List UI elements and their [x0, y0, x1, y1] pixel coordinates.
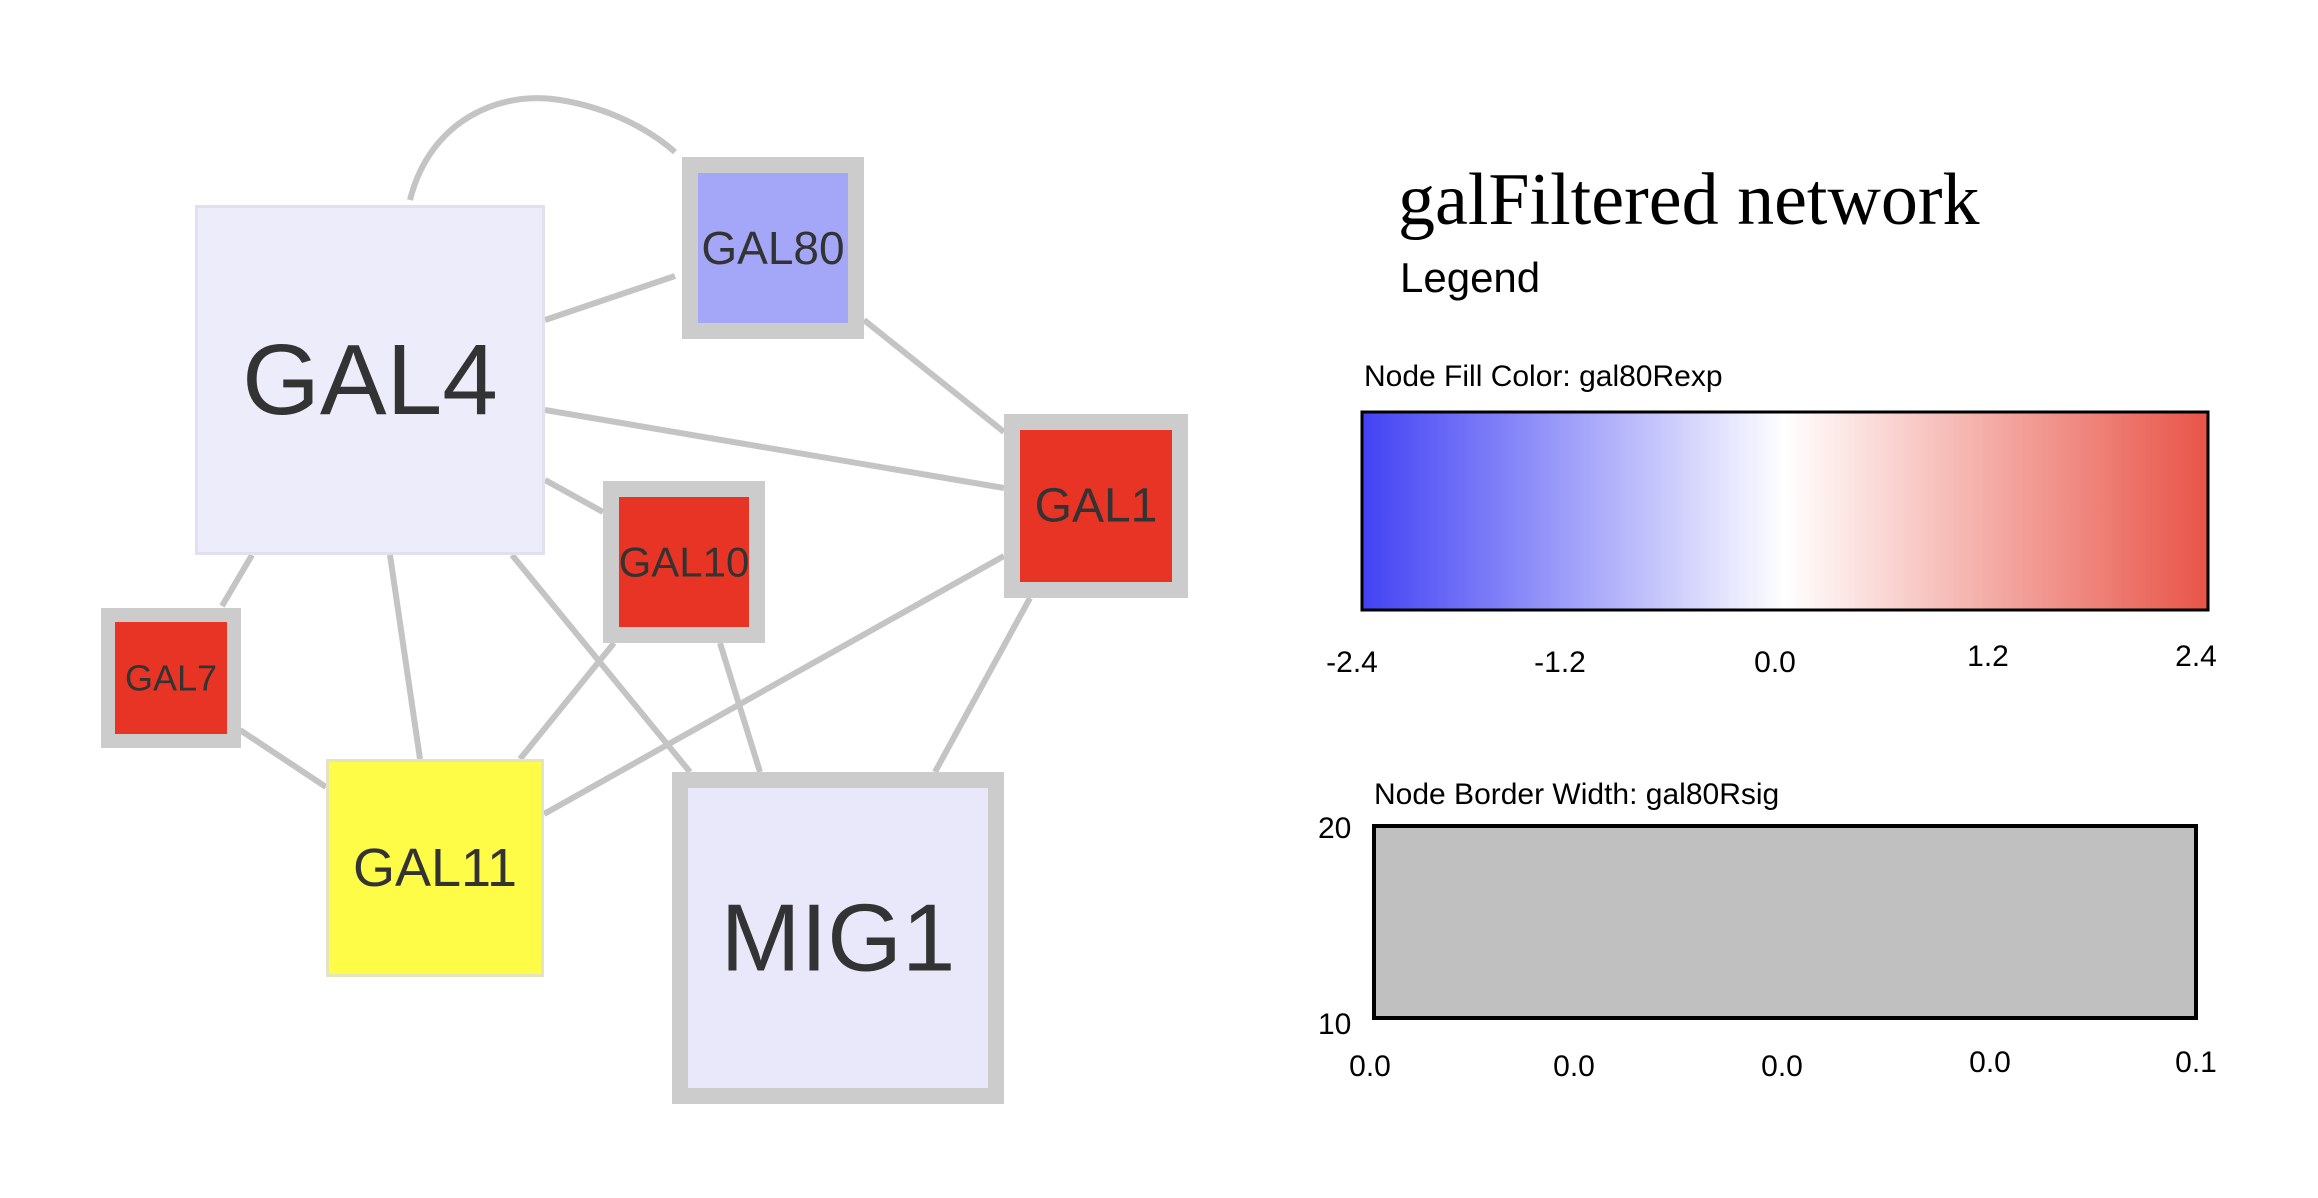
border-width-tick: 0.0	[1761, 1050, 1803, 1083]
border-width-tick: 0.0	[1349, 1050, 1391, 1083]
border-width-bar	[1372, 824, 2198, 1020]
edge-gal10-gal11	[517, 641, 617, 761]
node-label: MIG1	[721, 885, 956, 992]
edge-gal4-gal80	[407, 95, 677, 201]
fill-color-label: Node Fill Color: gal80Rexp	[1364, 360, 1723, 393]
edge-gal7-gal11	[238, 727, 328, 790]
fill-color-tick: 2.4	[2175, 640, 2217, 673]
border-width-tick: 0.1	[2175, 1046, 2217, 1079]
legend-title: galFiltered network	[1398, 159, 1980, 241]
node-gal1[interactable]: GAL1	[1004, 414, 1188, 598]
node-label: GAL7	[125, 658, 217, 699]
edge-gal1-mig1	[932, 596, 1033, 774]
edge-gal4-gal80	[544, 273, 676, 323]
node-box	[603, 481, 765, 643]
node-gal7[interactable]: GAL7	[101, 608, 241, 748]
edge-gal4-gal11	[387, 554, 423, 760]
border-width-y-max: 20	[1318, 812, 1351, 845]
edge-gal4-gal7	[219, 553, 255, 608]
node-gal4[interactable]: GAL4	[195, 205, 545, 555]
border-width-tick: 0.0	[1969, 1046, 2011, 1079]
fill-color-tick: -1.2	[1534, 646, 1586, 679]
node-box	[1004, 414, 1188, 598]
fill-color-ticks: -2.4 -1.2 0.0 1.2 2.4	[1326, 640, 2217, 679]
nodes-layer: GAL4 GAL80 GAL1 GAL10 GAL7 GAL11 MIG1	[101, 157, 1188, 1104]
node-label: GAL1	[1035, 480, 1158, 533]
node-label: GAL11	[353, 838, 517, 898]
legend-subtitle: Legend	[1400, 254, 1540, 301]
edge-gal4-gal10	[543, 477, 605, 515]
edges-layer	[219, 95, 1033, 817]
node-label: GAL80	[701, 222, 844, 274]
node-gal10[interactable]: GAL10	[603, 481, 765, 643]
fill-color-gradient-bar	[1360, 410, 2210, 612]
legend: galFiltered network Legend Node Fill Col…	[1318, 159, 2217, 1083]
fill-color-tick: -2.4	[1326, 646, 1378, 679]
border-width-tick: 0.0	[1553, 1050, 1595, 1083]
node-mig1[interactable]: MIG1	[672, 772, 1004, 1104]
node-gal11[interactable]: GAL11	[326, 759, 544, 977]
border-width-ticks: 0.0 0.0 0.0 0.0 0.1	[1349, 1046, 2217, 1083]
node-box	[101, 608, 241, 748]
fill-color-tick: 1.2	[1967, 640, 2009, 673]
fill-color-tick: 0.0	[1754, 646, 1796, 679]
edge-gal10-mig1	[717, 642, 763, 773]
node-box	[682, 157, 864, 339]
node-gal80[interactable]: GAL80	[682, 157, 864, 339]
border-width-label: Node Border Width: gal80Rsig	[1374, 778, 1779, 811]
edge-gal80-gal1	[862, 317, 1006, 435]
edge-gal4-gal1	[544, 407, 1005, 491]
edge-gal1-gal11	[542, 553, 1006, 817]
node-box	[326, 759, 544, 977]
border-width-y-min: 10	[1318, 1008, 1351, 1041]
node-box	[672, 772, 1004, 1104]
node-box	[195, 205, 545, 555]
node-label: GAL4	[242, 324, 498, 436]
node-label: GAL10	[619, 539, 750, 586]
